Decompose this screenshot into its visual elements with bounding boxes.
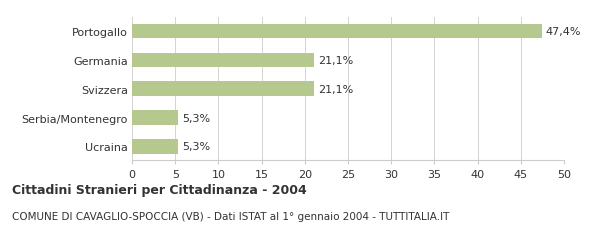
Text: COMUNE DI CAVAGLIO-SPOCCIA (VB) - Dati ISTAT al 1° gennaio 2004 - TUTTITALIA.IT: COMUNE DI CAVAGLIO-SPOCCIA (VB) - Dati I…	[12, 211, 449, 221]
Bar	[132, 111, 178, 125]
Bar	[132, 82, 314, 96]
Bar	[132, 139, 178, 154]
Text: Cittadini Stranieri per Cittadinanza - 2004: Cittadini Stranieri per Cittadinanza - 2…	[12, 183, 307, 196]
Bar	[132, 53, 314, 68]
Text: 5,3%: 5,3%	[182, 113, 210, 123]
Text: 47,4%: 47,4%	[546, 27, 581, 37]
Text: 5,3%: 5,3%	[182, 142, 210, 152]
Text: 21,1%: 21,1%	[319, 84, 354, 94]
Bar	[132, 25, 542, 39]
Text: 21,1%: 21,1%	[319, 56, 354, 65]
